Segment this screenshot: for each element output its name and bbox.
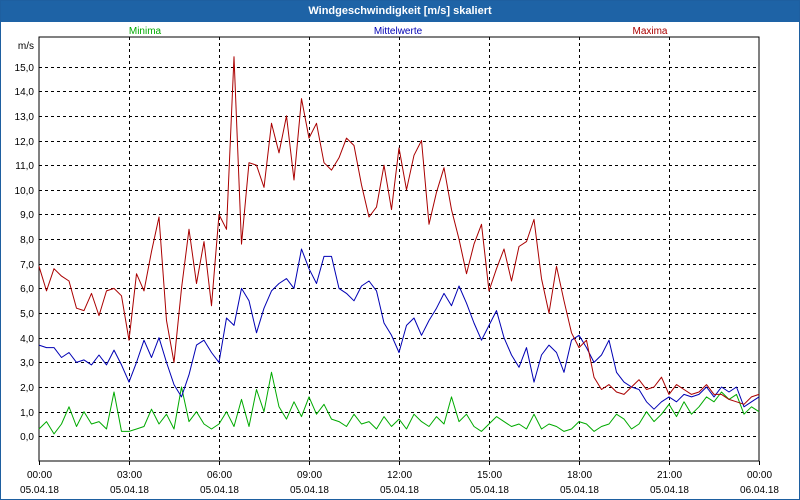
y-tick-label: 9,0 — [20, 210, 34, 221]
x-tick-date: 05.04.18 — [650, 485, 689, 496]
y-tick-label: 6,0 — [20, 284, 34, 295]
x-tick-time: 15:00 — [477, 470, 502, 481]
x-tick-time: 21:00 — [657, 470, 682, 481]
x-tick-time: 03:00 — [117, 470, 142, 481]
legend-minima: Minima — [129, 26, 162, 37]
x-tick-date: 05.04.18 — [380, 485, 419, 496]
series-line-mittelwerte — [38, 248, 760, 410]
x-tick-time: 00:00 — [747, 470, 772, 481]
y-tick-label: 10,0 — [15, 186, 35, 197]
chart-title: Windgeschwindigkeit [m/s] skaliert — [1, 1, 799, 22]
x-tick-date: 05.04.18 — [110, 485, 149, 496]
x-tick-time: 00:00 — [27, 470, 52, 481]
y-tick-label: 3,0 — [20, 358, 34, 369]
y-tick-label: 12,0 — [15, 137, 35, 148]
y-tick-label: 14,0 — [15, 87, 35, 98]
x-tick-date: 05.04.18 — [470, 485, 509, 496]
y-axis-label: m/s — [18, 41, 34, 52]
y-tick-label: 2,0 — [20, 383, 34, 394]
x-tick-time: 09:00 — [297, 470, 322, 481]
x-tick-time: 12:00 — [387, 470, 412, 481]
x-tick-date: 06.04.18 — [740, 485, 779, 496]
series-line-maxima — [38, 56, 760, 405]
x-tick-time: 18:00 — [567, 470, 592, 481]
y-tick-label: 7,0 — [20, 260, 34, 271]
y-tick-label: 15,0 — [15, 63, 35, 74]
y-tick-label: 0,0 — [20, 432, 34, 443]
y-tick-label: 4,0 — [20, 334, 34, 345]
y-tick-label: 11,0 — [15, 161, 34, 172]
x-tick-date: 05.04.18 — [290, 485, 329, 496]
series-line-minima — [38, 371, 760, 435]
x-tick-date: 05.04.18 — [560, 485, 599, 496]
y-tick-label: 1,0 — [20, 408, 34, 419]
y-tick-label: 13,0 — [15, 112, 35, 123]
y-tick-label: 5,0 — [20, 309, 34, 320]
legend-mittelwerte: Mittelwerte — [374, 26, 423, 37]
y-tick-label: 8,0 — [20, 235, 34, 246]
legend-maxima: Maxima — [632, 26, 667, 37]
x-tick-time: 06:00 — [207, 470, 232, 481]
x-tick-date: 05.04.18 — [20, 485, 59, 496]
x-tick-date: 05.04.18 — [200, 485, 239, 496]
